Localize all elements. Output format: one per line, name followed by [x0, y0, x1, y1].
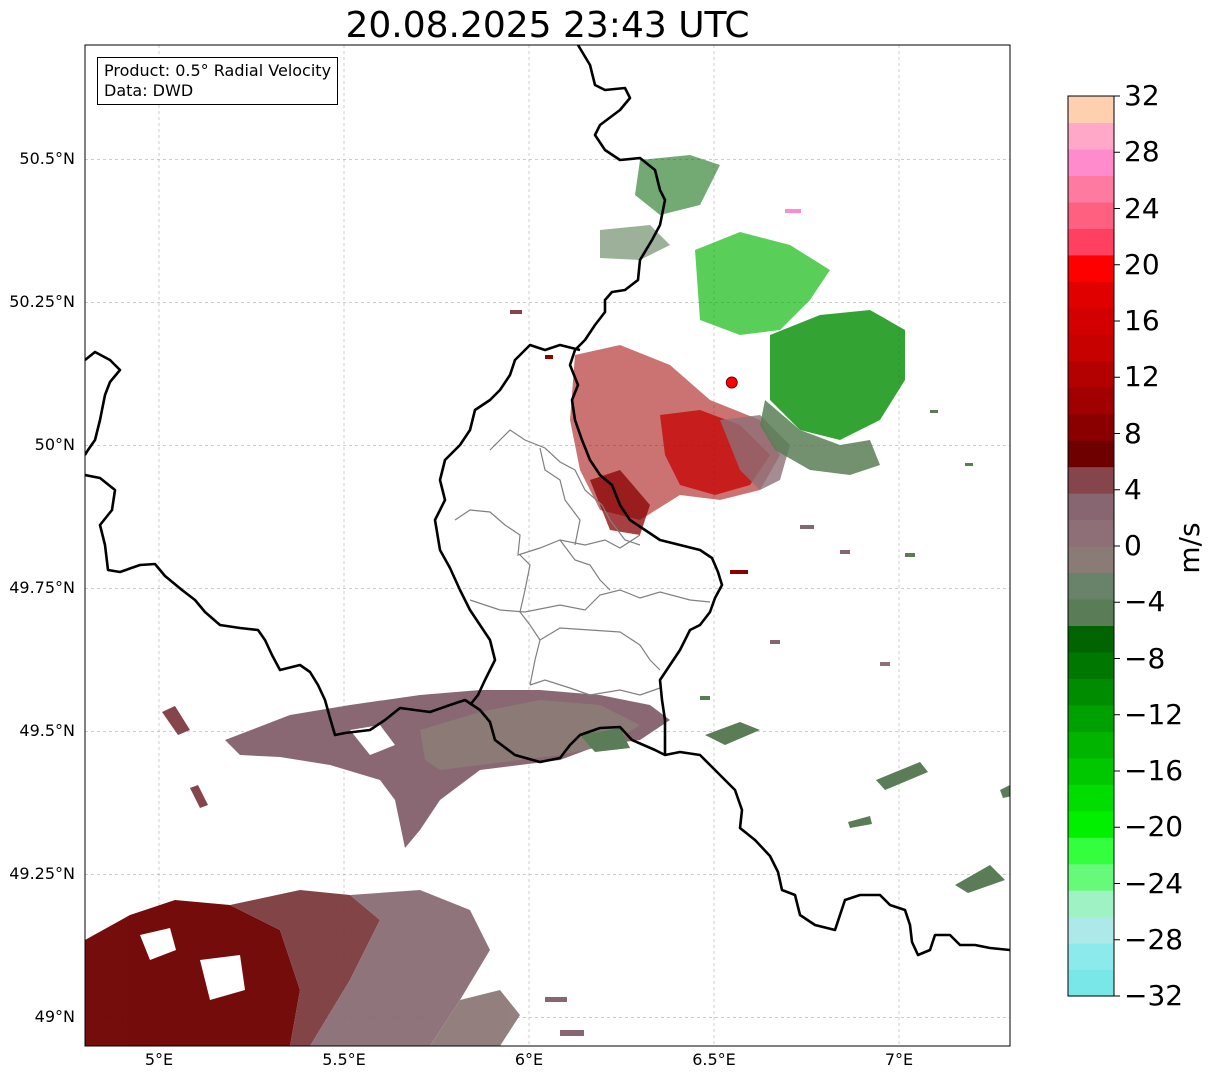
lat-tick-label: 50°N [34, 435, 75, 455]
map-frame [84, 44, 1011, 1047]
colorbar [1068, 96, 1114, 997]
colorbar-tick-label: 8 [1124, 416, 1142, 450]
lat-tick-label: 49.5°N [19, 721, 75, 741]
southwest-band [162, 690, 670, 848]
velocity-echoes [85, 155, 1010, 1046]
colorbar-band [1068, 387, 1114, 415]
colorbar-band [1068, 863, 1114, 891]
colorbar-tick-label: −24 [1124, 866, 1184, 900]
colorbar-band [1068, 96, 1114, 124]
colorbar-band [1068, 546, 1114, 574]
colorbar-band [1068, 334, 1114, 362]
colorbar-band [1068, 122, 1114, 150]
colorbar-band [1068, 519, 1114, 547]
colorbar-tick-label: 16 [1124, 304, 1160, 337]
colorbar-tick-label: −8 [1124, 641, 1166, 675]
colorbar-band [1068, 493, 1114, 521]
lon-tick-label: 6.5°E [692, 1050, 736, 1069]
colorbar-band [1068, 810, 1114, 838]
colorbar-band [1068, 254, 1114, 282]
colorbar-ticks [1114, 95, 1120, 997]
colorbar-band [1068, 625, 1114, 653]
colorbar-tick-label: 24 [1124, 191, 1160, 225]
country-borders [85, 45, 1010, 957]
colorbar-band [1068, 413, 1114, 441]
colorbar-band [1068, 969, 1114, 997]
colorbar-band [1068, 148, 1114, 177]
colorbar-band [1068, 837, 1114, 865]
lon-tick-label: 5°E [144, 1050, 174, 1069]
colorbar-band [1068, 175, 1114, 203]
admin-boundaries [454, 429, 711, 696]
lon-tick-label: 7°E [884, 1050, 914, 1069]
colorbar-band [1068, 440, 1114, 468]
colorbar-band [1068, 784, 1114, 812]
colorbar-tick-label: 0 [1124, 529, 1142, 562]
colorbar-band [1068, 466, 1114, 494]
radar-site-marker [725, 376, 738, 389]
colorbar-band [1068, 307, 1114, 335]
colorbar-band [1068, 704, 1114, 732]
colorbar-tick-label: 4 [1124, 472, 1142, 506]
colorbar-band [1068, 651, 1114, 679]
product-label: Product: 0.5° Radial Velocity [104, 61, 332, 80]
colorbar-tick-label: −28 [1124, 922, 1184, 956]
colorbar-band [1068, 228, 1114, 256]
colorbar-tick-label: 20 [1124, 247, 1160, 281]
colorbar-band [1068, 598, 1114, 627]
colorbar-tick-label: 32 [1124, 79, 1160, 112]
colorbar-unit-label: m/s [1173, 522, 1206, 574]
lat-tick-label: 49.75°N [9, 578, 75, 598]
colorbar-tick-label: 12 [1124, 360, 1160, 394]
colorbar-tick-label: −16 [1124, 754, 1184, 787]
colorbar-tick-label: −32 [1124, 979, 1184, 1012]
lon-tick-label: 5.5°E [322, 1050, 366, 1069]
info-box: Product: 0.5° Radial Velocity Data: DWD [97, 57, 339, 105]
outbound-far-southwest [85, 890, 520, 1046]
colorbar-band [1068, 731, 1114, 759]
colorbar-band [1068, 757, 1114, 785]
lat-tick-label: 50.5°N [19, 149, 75, 169]
data-source-label: Data: DWD [104, 81, 194, 100]
colorbar-band [1068, 943, 1114, 971]
colorbar-band [1068, 890, 1114, 918]
lat-tick-label: 49°N [34, 1007, 75, 1027]
colorbar-band [1068, 916, 1114, 944]
colorbar-tick-label: −4 [1124, 585, 1166, 619]
lon-tick-label: 6°E [514, 1050, 544, 1069]
colorbar-tick-label: −20 [1124, 810, 1184, 844]
colorbar-band [1068, 572, 1114, 600]
inbound-northeast [600, 155, 1010, 893]
lat-tick-label: 49.25°N [9, 864, 75, 884]
lat-tick-label: 50.25°N [9, 292, 75, 312]
colorbar-tick-label: −12 [1124, 697, 1184, 731]
colorbar-band [1068, 281, 1114, 309]
colorbar-band [1068, 201, 1114, 229]
colorbar-tick-label: 28 [1124, 135, 1160, 169]
colorbar-band [1068, 678, 1114, 706]
map-title: 20.08.2025 23:43 UTC [345, 5, 750, 46]
sparse-echoes [510, 209, 973, 1036]
colorbar-band [1068, 360, 1114, 388]
